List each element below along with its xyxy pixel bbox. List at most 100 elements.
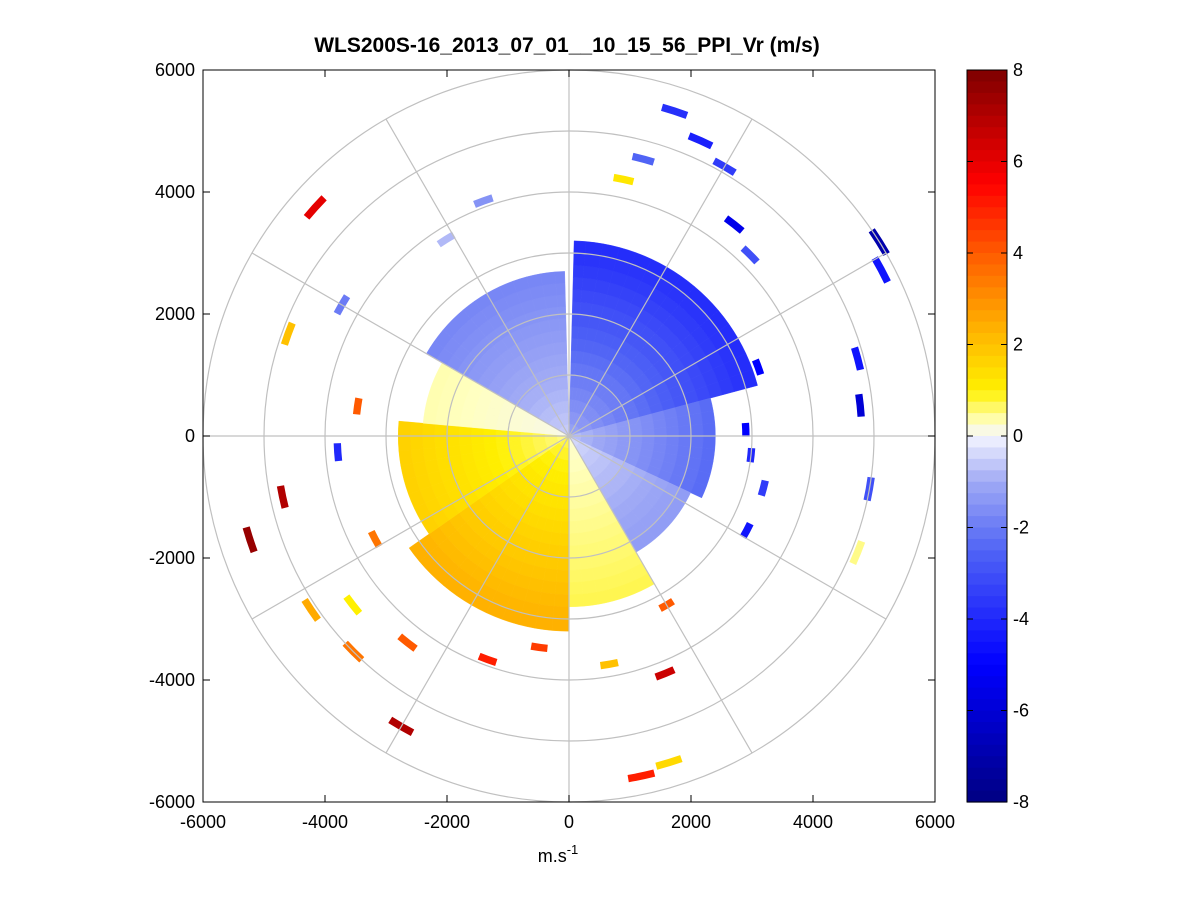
y-tick-label: 6000 <box>155 60 195 80</box>
velocity-cell <box>573 252 586 267</box>
colorbar-tick-label: -4 <box>1013 609 1029 629</box>
colorbar-step <box>967 344 1007 357</box>
velocity-gate <box>655 755 683 770</box>
velocity-gate <box>851 346 865 371</box>
y-tick-label: -2000 <box>149 548 195 568</box>
colorbar-step <box>967 744 1007 757</box>
colorbar-step <box>967 493 1007 506</box>
colorbar-step <box>967 138 1007 151</box>
y-tick-label: -4000 <box>149 670 195 690</box>
velocity-gate <box>849 540 866 566</box>
velocity-cell <box>507 435 521 442</box>
velocity-gate <box>301 598 321 622</box>
velocity-gate <box>473 194 494 208</box>
colorbar-step <box>967 333 1007 346</box>
velocity-gate <box>723 215 745 234</box>
velocity-cell <box>540 271 556 286</box>
colorbar-tick-label: -8 <box>1013 792 1029 812</box>
colorbar-step <box>967 367 1007 380</box>
velocity-gate <box>397 633 418 652</box>
colorbar-step <box>967 458 1007 471</box>
velocity-cell <box>666 435 680 446</box>
velocity-cell <box>560 520 570 534</box>
velocity-cell <box>578 543 591 558</box>
velocity-cell <box>410 435 424 451</box>
colorbar-step <box>967 115 1007 128</box>
velocity-gate <box>333 443 343 462</box>
velocity-cell <box>459 444 474 456</box>
colorbar-step <box>967 790 1007 803</box>
velocity-cell <box>700 410 716 425</box>
velocity-cell <box>582 265 599 281</box>
colorbar-step <box>967 207 1007 220</box>
velocity-gate <box>661 103 689 119</box>
colorbar-step <box>967 287 1007 300</box>
velocity-cell <box>653 435 667 445</box>
y-tick-label: 2000 <box>155 304 195 324</box>
colorbar-ticks: 8 6 4 2 0 -2 -4 -6 -8 <box>967 60 1029 812</box>
colorbar-step <box>967 619 1007 632</box>
colorbar-step <box>967 150 1007 163</box>
velocity-gate <box>871 256 891 284</box>
colorbar-step <box>967 710 1007 723</box>
colorbar-step <box>967 321 1007 334</box>
velocity-gate <box>303 195 327 220</box>
colorbar-step <box>967 436 1007 449</box>
velocity-cell <box>558 318 567 331</box>
colorbar-step <box>967 195 1007 208</box>
colorbar-step <box>967 355 1007 368</box>
velocity-gate <box>477 652 498 666</box>
velocity-gate <box>436 231 456 248</box>
velocity-cell <box>446 435 460 447</box>
velocity-gate <box>740 245 760 265</box>
velocity-gate <box>242 526 258 554</box>
velocity-gate <box>367 529 383 549</box>
colorbar-gradient <box>967 70 1007 803</box>
colorbar-step <box>967 298 1007 311</box>
colorbar: 8 6 4 2 0 -2 -4 -6 -8 <box>966 60 1029 812</box>
y-tick-label: 4000 <box>155 182 195 202</box>
colorbar-step <box>967 401 1007 414</box>
colorbar-step <box>967 70 1007 83</box>
velocity-cell <box>483 435 497 444</box>
colorbar-step <box>967 733 1007 746</box>
velocity-cell <box>580 567 595 583</box>
velocity-cell <box>483 428 497 437</box>
velocity-cell <box>568 484 575 498</box>
velocity-cell <box>434 435 448 448</box>
azimuth-spoke <box>385 118 570 437</box>
colorbar-step <box>967 104 1007 117</box>
velocity-cell <box>577 531 589 546</box>
velocity-cell <box>458 426 472 437</box>
velocity-cell <box>676 414 691 427</box>
colorbar-step <box>967 172 1007 185</box>
velocity-cell <box>539 591 556 607</box>
velocity-cell <box>556 569 570 583</box>
colorbar-step <box>967 516 1007 529</box>
velocity-cell <box>572 277 584 291</box>
colorbar-step <box>967 561 1007 574</box>
velocity-cell <box>568 508 577 522</box>
velocity-cell <box>458 435 472 446</box>
velocity-cell <box>555 282 566 296</box>
colorbar-step <box>967 310 1007 323</box>
velocity-cell <box>554 271 566 284</box>
colorbar-step <box>967 630 1007 643</box>
velocity-gate <box>757 479 769 497</box>
x-axis-label: m.s-1 <box>538 842 579 866</box>
x-tick-label: 4000 <box>793 812 833 832</box>
velocity-cell <box>690 424 704 437</box>
velocity-cell <box>571 313 580 327</box>
colorbar-step <box>967 92 1007 105</box>
velocity-cell <box>410 448 426 464</box>
colorbar-step <box>967 504 1007 517</box>
velocity-cell <box>560 341 568 355</box>
velocity-gate <box>687 132 714 150</box>
colorbar-step <box>967 687 1007 700</box>
colorbar-step <box>967 424 1007 437</box>
x-axis: -6000 -4000 -2000 0 2000 4000 6000 <box>180 70 955 832</box>
colorbar-tick-label: 6 <box>1013 152 1023 172</box>
velocity-cell <box>422 435 436 449</box>
colorbar-step <box>967 550 1007 563</box>
x-tick-label: 2000 <box>671 812 711 832</box>
